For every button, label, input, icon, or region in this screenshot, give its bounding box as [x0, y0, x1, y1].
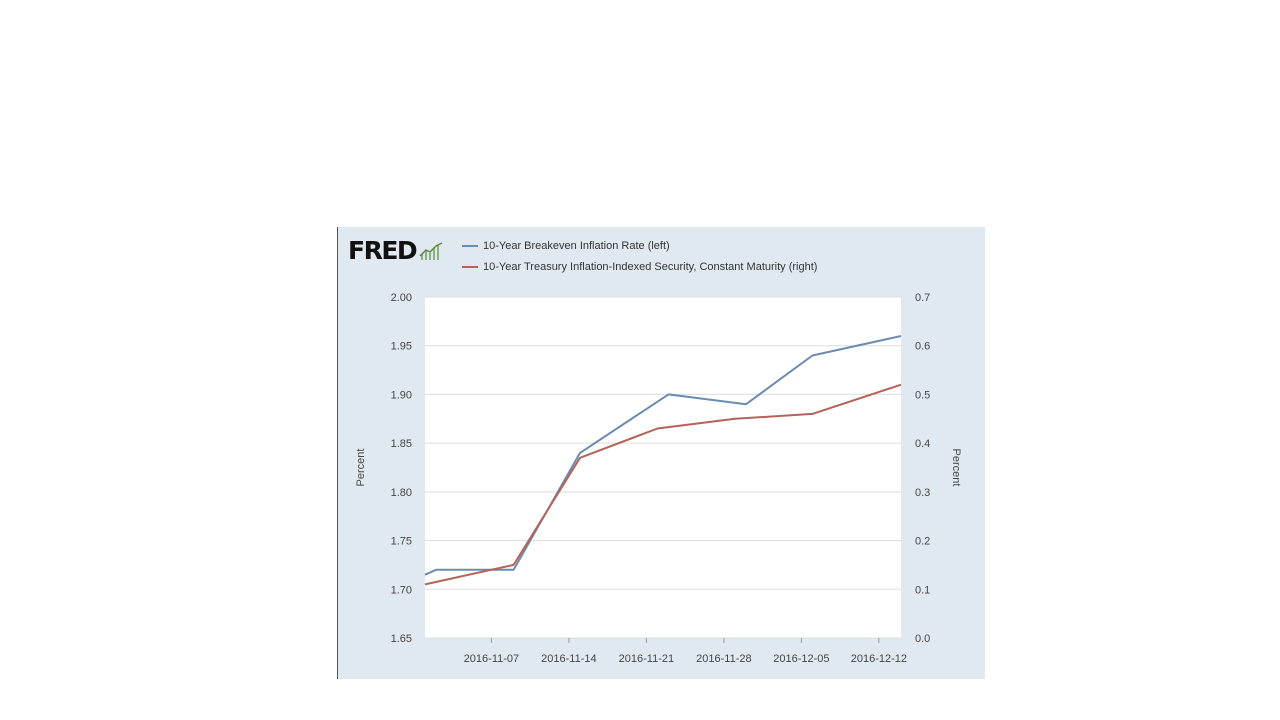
- y-right-tick-label: 0.6: [915, 341, 930, 353]
- fred-logo: FRED: [348, 235, 444, 265]
- y-right-tick-label: 0.3: [915, 487, 930, 499]
- legend-item-breakeven: 10-Year Breakeven Inflation Rate (left): [462, 238, 670, 254]
- legend-swatch-tips: [462, 266, 478, 268]
- y-right-axis-title: Percent: [950, 449, 962, 487]
- series-line-tips: [424, 383, 902, 586]
- y-left-tick-label: 1.80: [391, 487, 412, 499]
- legend-label-tips: 10-Year Treasury Inflation-Indexed Secur…: [483, 261, 818, 273]
- plot-area: [425, 297, 901, 638]
- y-right-tick-label: 0.0: [915, 633, 930, 645]
- x-tick-label: 2016-12-05: [773, 653, 829, 665]
- y-right-tick-label: 0.4: [915, 438, 930, 450]
- chart-panel: FRED 10-Year Breakeven Inflation Rate (l…: [337, 227, 985, 679]
- line-chart: 1.65 1.70 1.75 1.80 1.85 1.90 1.95 2.00 0.0 0.1 0.…: [355, 292, 962, 665]
- y-left-axis-title: Percent: [355, 449, 367, 487]
- y-left-tick-label: 1.70: [391, 584, 412, 596]
- y-right-tick-label: 0.5: [915, 389, 930, 401]
- x-tick-label: 2016-11-21: [619, 653, 674, 665]
- y-left-tick-label: 1.85: [391, 438, 412, 450]
- y-left-tick-label: 2.00: [391, 292, 412, 304]
- y-left-tick-label: 1.65: [391, 633, 412, 645]
- x-tick-label: 2016-12-12: [851, 653, 907, 665]
- legend-item-tips: 10-Year Treasury Inflation-Indexed Secur…: [462, 259, 817, 275]
- fred-logo-text: FRED: [348, 235, 418, 265]
- series-line-breakeven: [424, 335, 902, 576]
- legend-swatch-breakeven: [462, 245, 478, 247]
- legend-label-breakeven: 10-Year Breakeven Inflation Rate (left): [483, 240, 670, 252]
- x-tick-label: 2016-11-14: [541, 653, 596, 665]
- y-left-tick-label: 1.90: [391, 389, 412, 401]
- y-left-tick-label: 1.95: [391, 341, 412, 353]
- y-right-tick-label: 0.2: [915, 536, 930, 548]
- y-right-tick-label: 0.7: [915, 292, 930, 304]
- x-tick-label: 2016-11-07: [464, 653, 519, 665]
- y-right-tick-label: 0.1: [915, 584, 930, 596]
- x-tick-label: 2016-11-28: [696, 653, 751, 665]
- y-left-tick-label: 1.75: [391, 536, 412, 548]
- fred-chart-mark-icon: [419, 242, 443, 260]
